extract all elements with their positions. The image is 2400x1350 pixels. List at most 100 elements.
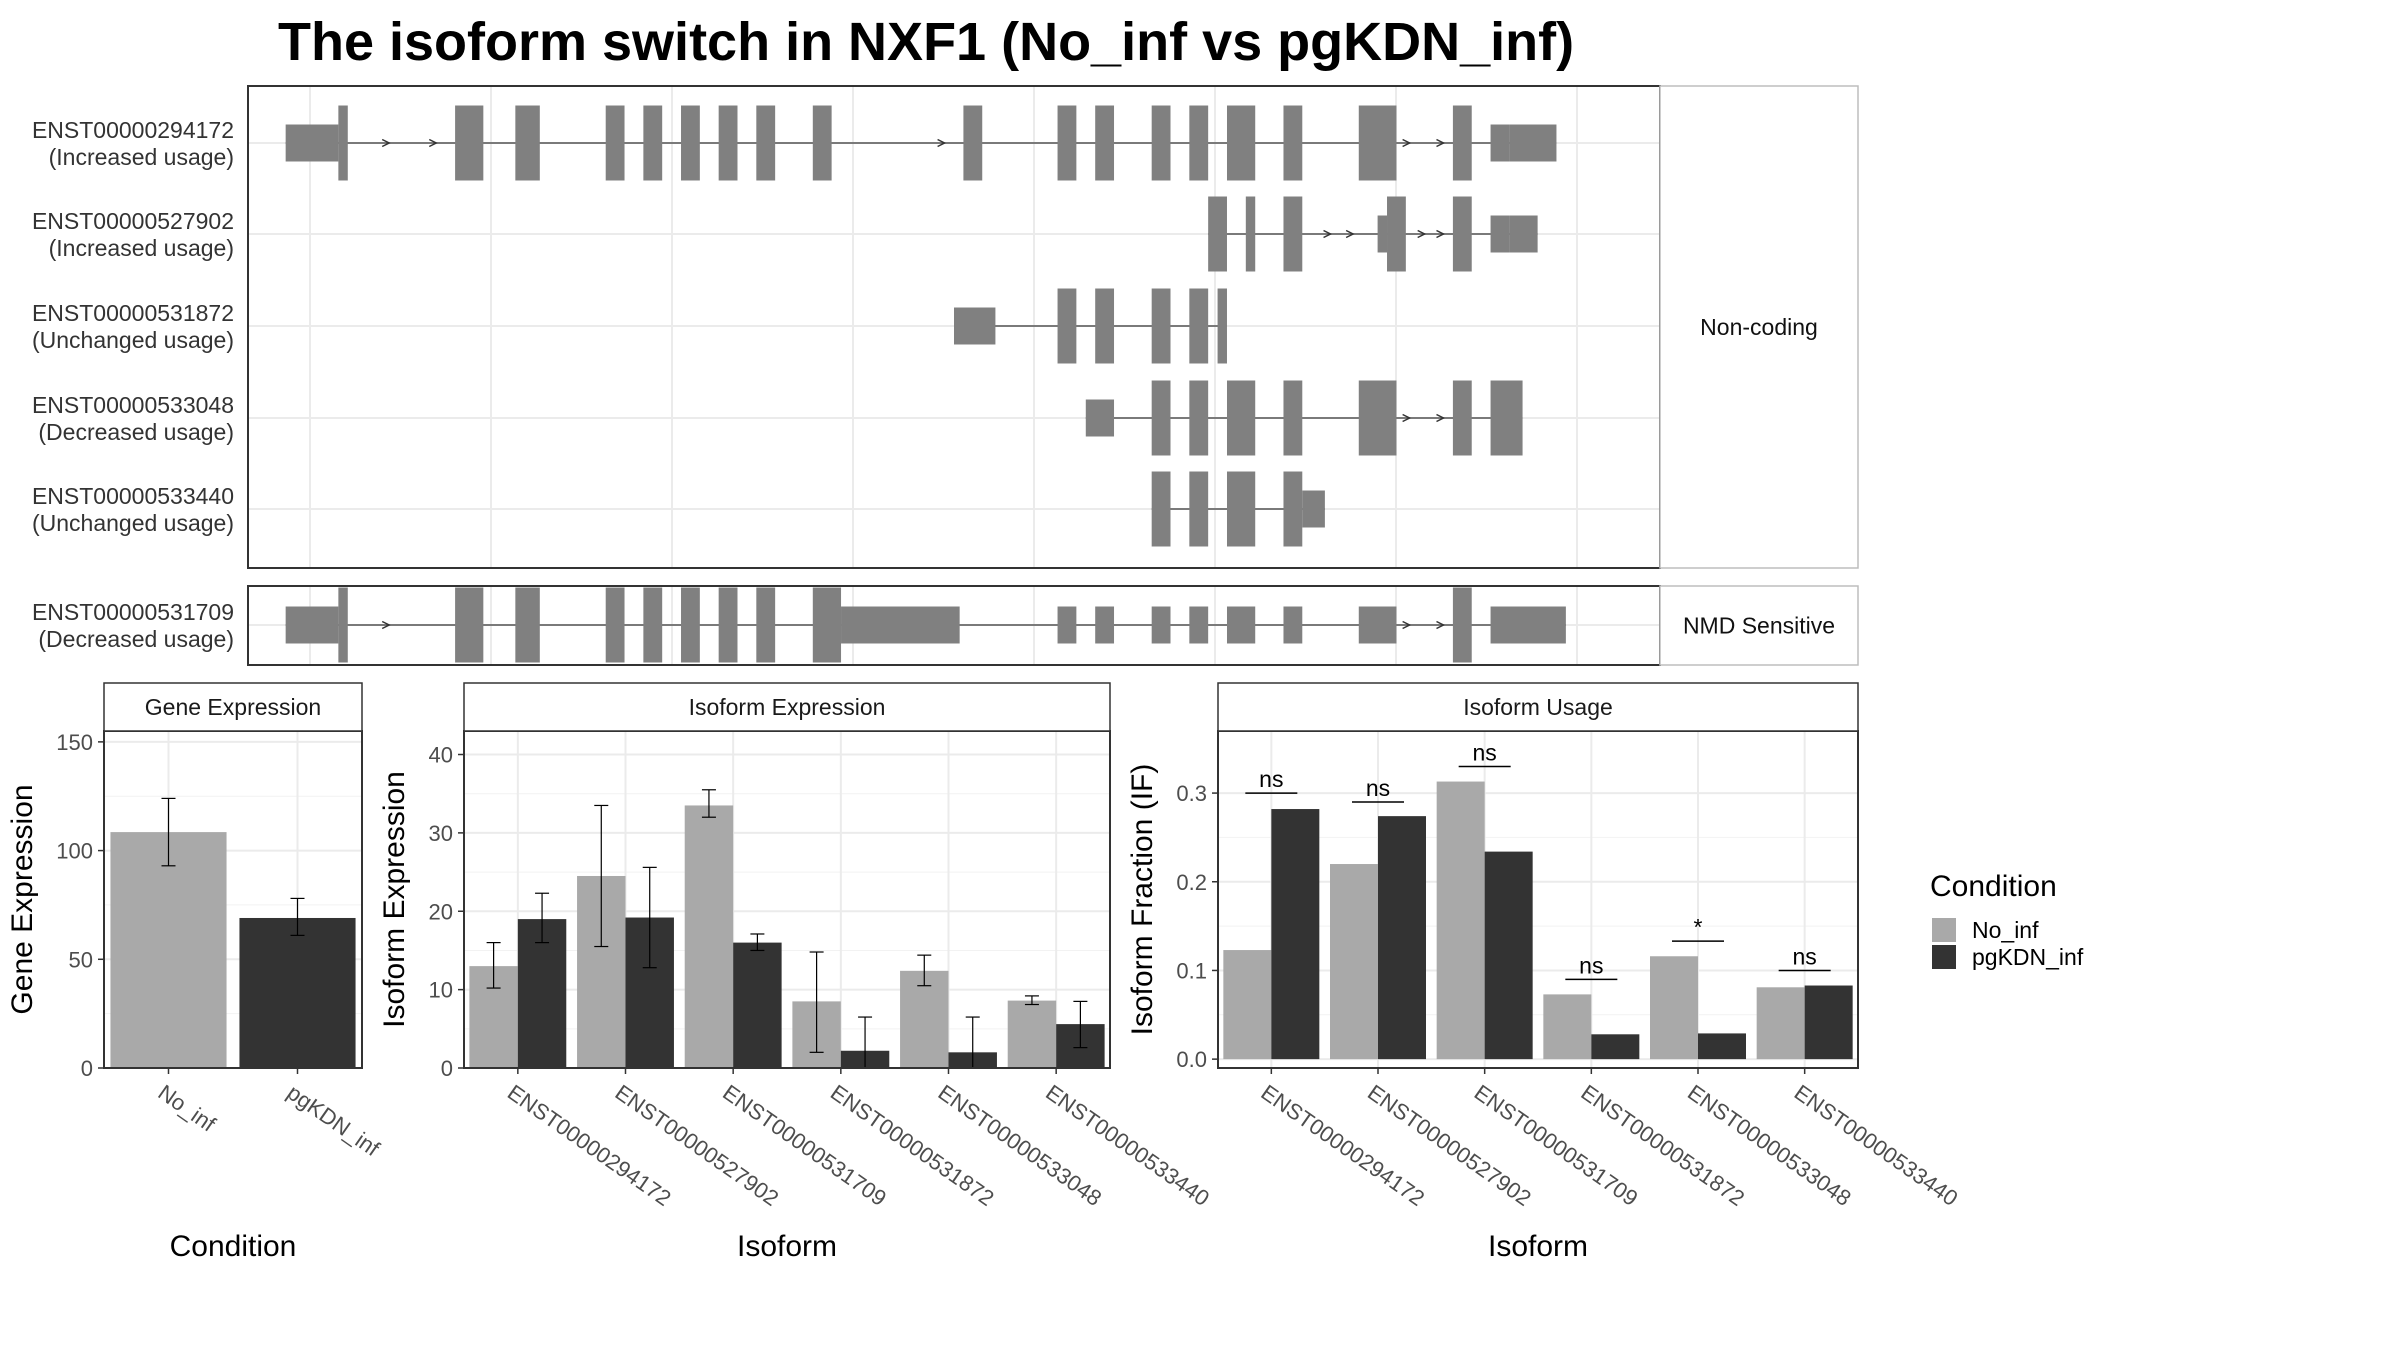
transcript-usage-label: (Decreased usage) xyxy=(38,419,234,445)
transcript-id-label: ENST00000531709 xyxy=(32,599,234,625)
transcript-id-label: ENST00000531872 xyxy=(32,300,234,326)
transcript-usage-label: (Unchanged usage) xyxy=(32,510,234,536)
exon xyxy=(1057,288,1077,364)
transcript-ENST00000533048: ENST00000533048(Decreased usage) xyxy=(32,380,1523,456)
exon xyxy=(605,587,625,663)
exon xyxy=(1217,288,1227,364)
legend-label: pgKDN_inf xyxy=(1972,944,2084,970)
y-tick-label: 150 xyxy=(56,730,93,755)
facet-strip-label: Gene Expression xyxy=(145,694,321,720)
exon xyxy=(338,587,348,663)
exon xyxy=(1226,105,1256,181)
strand-arrow xyxy=(1436,229,1446,239)
strand-arrow xyxy=(1402,620,1412,630)
exon xyxy=(455,587,484,663)
bar-pgKDN_inf-ENST00000531872 xyxy=(1591,1034,1640,1060)
facet-strip-label: Isoform Expression xyxy=(689,694,886,720)
exon xyxy=(963,105,983,181)
y-axis-title: Isoform Fraction (IF) xyxy=(1126,764,1159,1036)
facet-strip xyxy=(463,682,1111,732)
exon xyxy=(1189,288,1209,364)
significance-label: ns xyxy=(1579,952,1603,978)
strand-arrow xyxy=(1436,620,1446,630)
y-tick-label: 0 xyxy=(81,1056,93,1081)
y-axis-title: Isoform Expression xyxy=(378,771,411,1028)
exon xyxy=(1057,606,1077,644)
exon xyxy=(1358,606,1397,644)
exon xyxy=(605,105,625,181)
bar-No_inf-ENST00000531709 xyxy=(1436,781,1485,1060)
exon xyxy=(1302,490,1325,528)
category-strip xyxy=(1659,585,1859,666)
significance-label: ns xyxy=(1366,775,1390,801)
panel-background xyxy=(1218,731,1858,1068)
significance-label: ns xyxy=(1473,739,1497,765)
bar-pgKDN_inf-ENST00000533440 xyxy=(1804,985,1853,1060)
bar-No_inf-No_inf xyxy=(110,832,227,1068)
exon xyxy=(643,587,663,663)
transcript-usage-label: (Increased usage) xyxy=(49,144,234,170)
transcript-id-label: ENST00000527902 xyxy=(32,208,234,234)
transcript-id-label: ENST00000294172 xyxy=(32,117,234,143)
bar-No_inf-ENST00000531709 xyxy=(684,805,734,1068)
bar-pgKDN_inf-ENST00000527902 xyxy=(1378,816,1426,1060)
transcript-usage-label: (Decreased usage) xyxy=(38,626,234,652)
y-axis-title: Gene Expression xyxy=(6,784,39,1014)
exon xyxy=(1490,380,1523,456)
exon xyxy=(1283,196,1303,272)
bar-No_inf-ENST00000533440 xyxy=(1756,987,1805,1060)
category-label: NMD Sensitive xyxy=(1683,613,1835,639)
strand-arrow xyxy=(381,138,391,148)
bar-pgKDN_inf-ENST00000531709 xyxy=(1484,851,1533,1060)
y-tick-label: 100 xyxy=(56,839,93,864)
exon xyxy=(515,105,540,181)
exon xyxy=(1085,399,1115,437)
exon xyxy=(1452,105,1472,181)
structure-panel-2: NMD Sensitive ENST00000531709(Decreased u… xyxy=(32,585,1859,666)
exon xyxy=(338,105,348,181)
exon xyxy=(285,606,339,644)
strand-arrow xyxy=(1402,138,1412,148)
exon xyxy=(1151,606,1171,644)
legend-label: No_inf xyxy=(1972,917,2039,943)
facet-strip xyxy=(1217,682,1859,732)
significance-label: ns xyxy=(1259,766,1283,792)
facet-strip xyxy=(103,682,363,732)
isoform-expression-panel: Isoform Expression010203040ENST000002941… xyxy=(378,682,1214,1263)
panel-background xyxy=(464,731,1110,1068)
transcript-ENST00000531872: ENST00000531872(Unchanged usage) xyxy=(32,288,1227,364)
bar-No_inf-ENST00000533440 xyxy=(1007,1000,1057,1068)
exon xyxy=(1387,196,1406,272)
transcript-usage-label: (Unchanged usage) xyxy=(32,327,234,353)
bar-pgKDN_inf-ENST00000533048 xyxy=(1698,1033,1746,1060)
strand-arrow xyxy=(1417,229,1427,239)
bar-No_inf-ENST00000294172 xyxy=(1223,950,1272,1060)
exon xyxy=(1283,606,1303,644)
y-tick-label: 0.1 xyxy=(1176,958,1207,983)
exon xyxy=(1057,105,1077,181)
y-tick-label: 50 xyxy=(69,947,93,972)
x-tick-label: No_inf xyxy=(154,1080,221,1137)
gene-expression-panel: Gene Expression 0 50 100 150 No_inf pgKDN_inf G… xyxy=(6,682,385,1263)
exon xyxy=(718,587,738,663)
strand-arrow xyxy=(1436,138,1446,148)
transcript-ENST00000527902: ENST00000527902(Increased usage) xyxy=(32,196,1538,272)
exon xyxy=(285,124,339,162)
exon xyxy=(756,105,776,181)
bar-pgKDN_inf-ENST00000294172 xyxy=(517,919,567,1068)
transcript-usage-label: (Increased usage) xyxy=(49,235,234,261)
exon xyxy=(1189,380,1209,456)
exon xyxy=(1151,105,1171,181)
legend-swatch-pgKDN_inf xyxy=(1932,945,1956,969)
transcript-ENST00000531709: ENST00000531709(Decreased usage) xyxy=(32,587,1566,663)
significance-label: * xyxy=(1694,914,1703,940)
exon xyxy=(1377,215,1388,253)
exon xyxy=(1189,606,1209,644)
transcript-id-label: ENST00000533048 xyxy=(32,392,234,418)
y-tick-label: 30 xyxy=(429,821,453,846)
exon xyxy=(841,606,960,644)
x-axis-title: Isoform xyxy=(737,1230,837,1263)
